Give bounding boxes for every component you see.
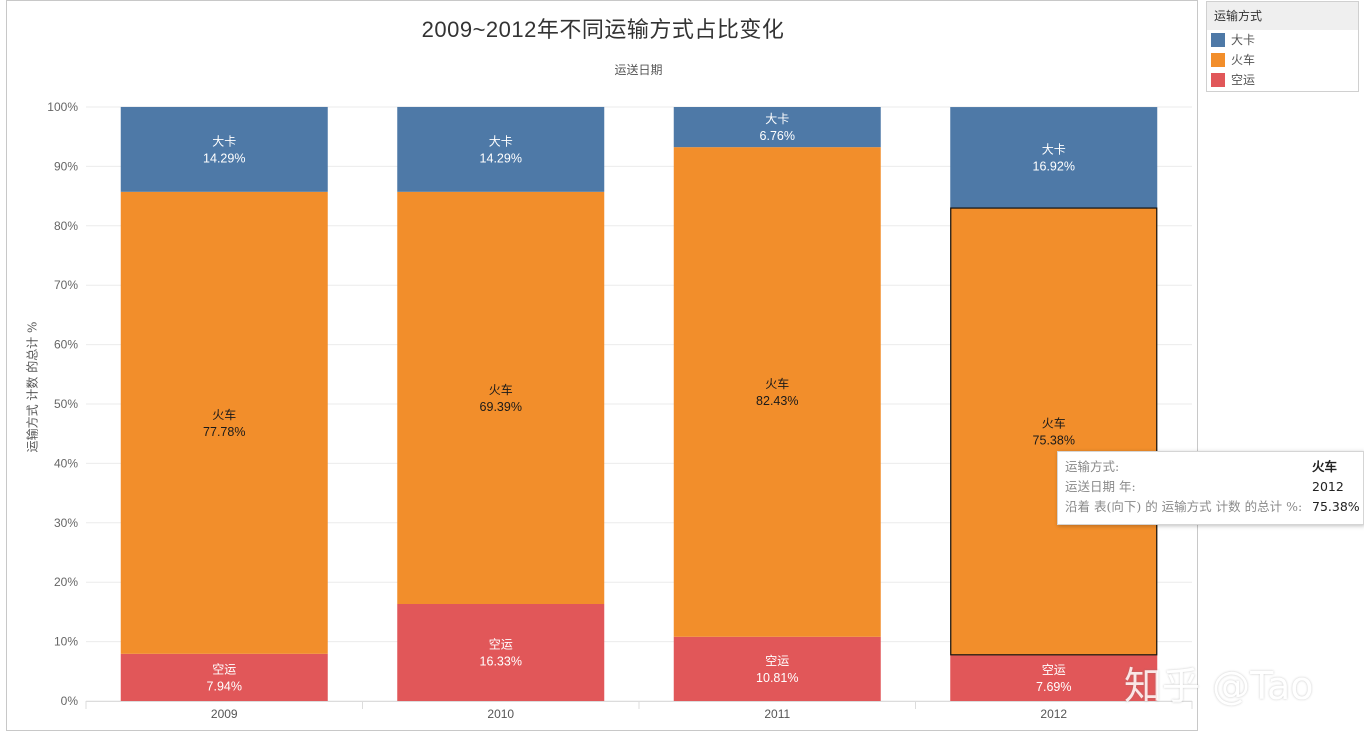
y-tick-label: 20%: [54, 575, 78, 589]
bar-segment: [673, 636, 881, 701]
chart-title: 2009~2012年不同运输方式占比变化: [421, 17, 785, 42]
tooltip-row: 运输方式: 火车: [1065, 457, 1356, 477]
selection-outline: [950, 207, 1158, 656]
bar-label-name: 火车: [212, 407, 236, 422]
tooltip-key: 运输方式:: [1065, 459, 1120, 474]
legend-label: 空运: [1231, 73, 1256, 87]
x-tick-label: 2011: [764, 707, 790, 721]
y-tick-label: 70%: [54, 278, 78, 292]
bar-segment: [673, 147, 881, 637]
x-tick-label: 2010: [487, 707, 514, 721]
y-tick-label: 40%: [54, 456, 78, 470]
bar-segment: [397, 191, 605, 604]
legend-swatch: [1211, 53, 1225, 67]
bar-label-name: 空运: [489, 637, 513, 651]
bar-label-value: 7.94%: [207, 679, 242, 693]
y-tick-label: 90%: [54, 159, 78, 173]
y-tick-label: 50%: [54, 397, 78, 411]
legend-label: 火车: [1231, 53, 1256, 67]
bar-label-name: 大卡: [1042, 142, 1066, 156]
legend-item-train[interactable]: 火车: [1207, 50, 1358, 70]
y-tick-label: 0%: [61, 694, 79, 708]
bar-segment: [950, 207, 1158, 656]
bar-label-value: 69.39%: [480, 400, 522, 414]
tooltip-row: 沿着 表(向下) 的 运输方式 计数 的总计 %: 75.38%: [1065, 497, 1360, 517]
bar-label-value: 82.43%: [756, 394, 798, 408]
bar-label-value: 14.29%: [480, 151, 522, 165]
bar-segment: [120, 191, 328, 654]
bar-label-name: 大卡: [212, 134, 236, 148]
bar-label-value: 14.29%: [203, 151, 245, 165]
tooltip-value: 2012: [1312, 479, 1344, 494]
bar-segment: [673, 107, 881, 148]
tooltip-row: 运送日期 年: 2012: [1065, 477, 1356, 497]
bar-segment: [120, 106, 328, 192]
bar-label-name: 大卡: [489, 134, 513, 148]
bar-label-name: 空运: [1042, 663, 1066, 677]
bar-label-name: 大卡: [765, 112, 789, 126]
bar-label-name: 空运: [212, 662, 236, 676]
bar-segment: [120, 653, 328, 701]
bar-label-value: 75.38%: [1033, 433, 1075, 447]
bar-label-value: 7.69%: [1036, 680, 1071, 694]
bar-label-value: 77.78%: [203, 425, 245, 439]
bar-label-value: 10.81%: [756, 671, 798, 685]
bar-label-name: 火车: [1042, 415, 1066, 430]
tooltip: 运输方式: 火车 运送日期 年: 2012 沿着 表(向下) 的 运输方式 计数…: [1057, 451, 1364, 525]
y-tick-label: 30%: [54, 516, 78, 530]
legend-item-air[interactable]: 空运: [1207, 70, 1358, 90]
bar-segment: [950, 107, 1158, 208]
tooltip-value: 75.38%: [1312, 499, 1360, 514]
y-tick-label: 80%: [54, 219, 78, 233]
legend-swatch: [1211, 73, 1225, 87]
x-tick-label: 2009: [211, 707, 238, 721]
bar-label-name: 空运: [765, 654, 789, 668]
bar-segment: [397, 603, 605, 701]
bar-segment: [950, 655, 1158, 701]
legend-swatch: [1211, 33, 1225, 47]
bar-label-name: 火车: [765, 376, 789, 391]
bar-label-value: 16.33%: [480, 654, 522, 668]
tooltip-key: 沿着 表(向下) 的 运输方式 计数 的总计 %:: [1065, 499, 1303, 514]
bar-segment: [397, 106, 605, 192]
tooltip-value: 火车: [1312, 459, 1338, 474]
y-tick-label: 100%: [47, 100, 78, 114]
bar-label-value: 6.76%: [760, 129, 795, 143]
bar-label-name: 火车: [489, 382, 513, 397]
x-tick-label: 2012: [1040, 707, 1067, 721]
watermark: 知乎 @Tao: [1124, 664, 1314, 708]
tooltip-key: 运送日期 年:: [1065, 479, 1136, 494]
legend-title: 运输方式: [1207, 2, 1358, 30]
bar-label-value: 16.92%: [1033, 159, 1075, 173]
legend-item-truck[interactable]: 大卡: [1207, 30, 1358, 50]
y-tick-label: 10%: [54, 635, 78, 649]
x-axis-header: 运送日期: [614, 63, 663, 77]
legend-label: 大卡: [1231, 33, 1256, 47]
color-legend[interactable]: 运输方式 大卡 火车 空运: [1206, 1, 1359, 92]
y-tick-label: 60%: [54, 338, 78, 352]
